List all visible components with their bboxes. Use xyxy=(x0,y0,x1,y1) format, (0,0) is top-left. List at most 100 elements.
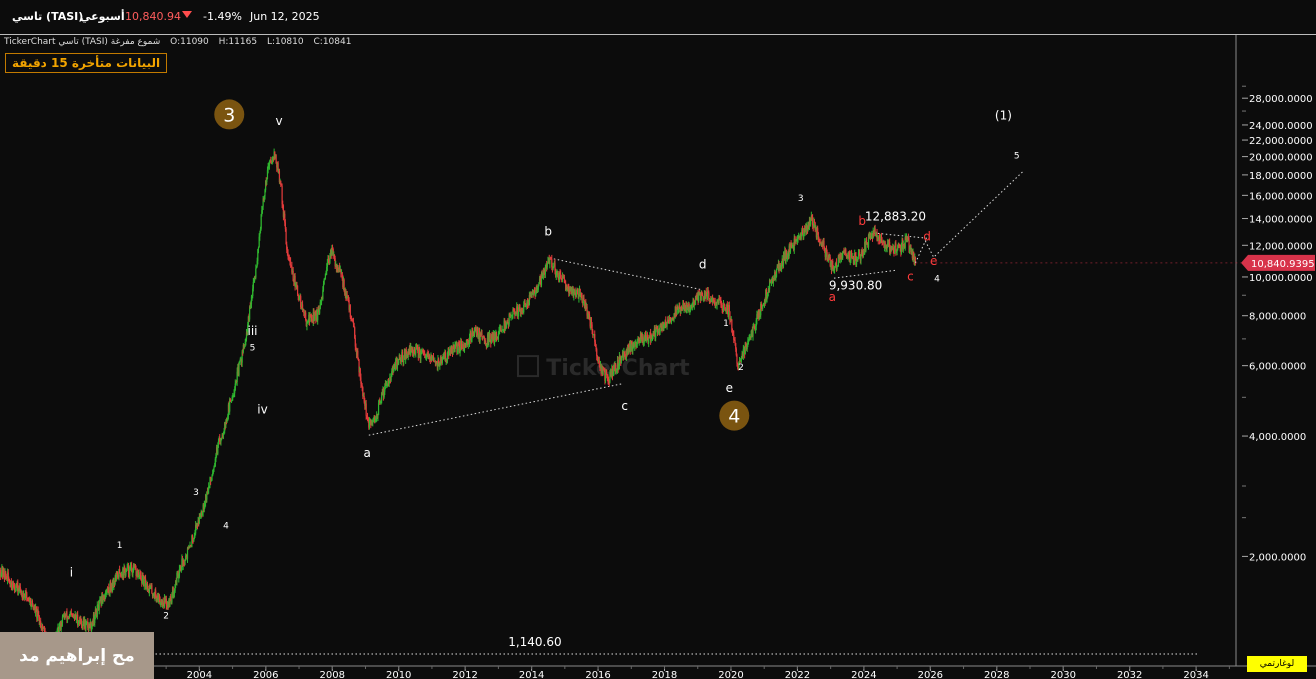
candle-body xyxy=(195,525,197,534)
candle-body xyxy=(803,228,805,234)
candle-body xyxy=(815,227,817,230)
candle-body xyxy=(901,239,903,243)
candle-body xyxy=(165,598,167,601)
candle-body xyxy=(29,599,32,606)
candle-body xyxy=(160,602,162,606)
candle-body xyxy=(77,614,79,626)
candle-body xyxy=(669,317,671,322)
candle-body xyxy=(604,370,606,381)
candle-body xyxy=(296,284,298,286)
candle-body xyxy=(900,242,903,253)
candle-body xyxy=(495,332,497,339)
candle-body xyxy=(66,616,69,620)
candle-body xyxy=(231,396,233,401)
candle-body xyxy=(637,338,640,342)
candle-body xyxy=(634,342,636,348)
candle-body xyxy=(876,232,878,241)
candle-body xyxy=(670,321,672,323)
candle-body xyxy=(567,286,569,288)
candle-body xyxy=(324,279,326,281)
wave-label: 2 xyxy=(738,363,744,373)
candle-body xyxy=(471,328,473,340)
candle-body xyxy=(42,627,44,629)
x-tick-label: 2024 xyxy=(851,670,876,679)
candle-body xyxy=(609,371,612,373)
candle-body xyxy=(780,267,782,270)
candle-body xyxy=(821,241,823,246)
candle-body xyxy=(89,624,91,628)
candle-body xyxy=(812,216,814,226)
candle-body xyxy=(320,297,323,302)
candle-body xyxy=(906,236,908,242)
candle-body xyxy=(65,611,67,616)
candle-body xyxy=(142,575,144,577)
candle-body xyxy=(450,346,452,353)
interval-label[interactable]: أسبوعي xyxy=(80,10,125,23)
candle-body xyxy=(390,376,392,381)
candle-body xyxy=(633,344,635,348)
candle-body xyxy=(506,324,508,329)
candle-body xyxy=(740,358,742,362)
candle-body xyxy=(257,247,260,250)
candle-body xyxy=(492,335,494,341)
candle-body xyxy=(593,334,595,335)
candle-body xyxy=(877,236,879,241)
candle-body xyxy=(713,301,716,303)
candle-body xyxy=(534,291,536,296)
candle-body xyxy=(623,351,625,358)
candle-body xyxy=(465,343,467,346)
candle-body xyxy=(792,246,794,247)
candle-body xyxy=(461,347,463,349)
candle-body xyxy=(824,250,826,257)
candle-body xyxy=(606,375,609,378)
candle-body xyxy=(467,341,469,346)
y-tick-label: 24,000.0000 xyxy=(1249,121,1313,132)
y-tick-label: 6,000.0000 xyxy=(1249,362,1306,373)
candle-body xyxy=(807,225,809,230)
candle-body xyxy=(543,271,545,272)
candle-body xyxy=(512,309,515,311)
candle-body xyxy=(229,399,231,402)
candle-body xyxy=(596,356,598,360)
wave-label: 3 xyxy=(798,194,804,204)
candle-body xyxy=(494,334,496,339)
candle-body xyxy=(252,281,254,289)
candle-body xyxy=(758,310,760,319)
candle-body xyxy=(881,240,883,243)
candle-body xyxy=(773,278,775,280)
candle-body xyxy=(833,270,835,271)
candle-body xyxy=(267,166,269,171)
candle-body xyxy=(635,342,637,346)
candle-body xyxy=(207,489,209,493)
candle-body xyxy=(457,343,459,353)
candle-body xyxy=(668,317,671,323)
candle-body xyxy=(332,248,334,256)
candle-body xyxy=(756,314,758,321)
candle-body xyxy=(456,352,459,353)
candle-body xyxy=(472,332,474,335)
candle-body xyxy=(145,584,147,587)
candle-body xyxy=(813,221,815,228)
candle-body xyxy=(720,304,723,306)
symbol-label[interactable]: تاسي (TASI) xyxy=(12,10,84,23)
price-chart[interactable]: 28,000.000024,000.000022,000.000020,000.… xyxy=(0,35,1316,679)
candle-body xyxy=(292,270,294,282)
candle-body xyxy=(795,239,797,242)
candle-body xyxy=(588,315,590,318)
candle-body xyxy=(217,444,219,454)
candle-body xyxy=(572,288,574,297)
candle-body xyxy=(504,320,506,331)
candle-body xyxy=(900,248,902,253)
candle-body xyxy=(388,381,390,384)
candle-body xyxy=(82,618,84,625)
candle-body xyxy=(222,434,224,436)
candle-body xyxy=(214,458,216,467)
candle-body xyxy=(305,320,307,326)
candle-body xyxy=(357,350,359,359)
candle-body xyxy=(493,334,496,343)
candle-body xyxy=(739,360,741,362)
candle-body xyxy=(545,264,547,268)
candle-body xyxy=(247,316,249,325)
candle-body xyxy=(347,296,350,301)
log-scale-button[interactable]: لوغارتمي xyxy=(1247,656,1307,672)
